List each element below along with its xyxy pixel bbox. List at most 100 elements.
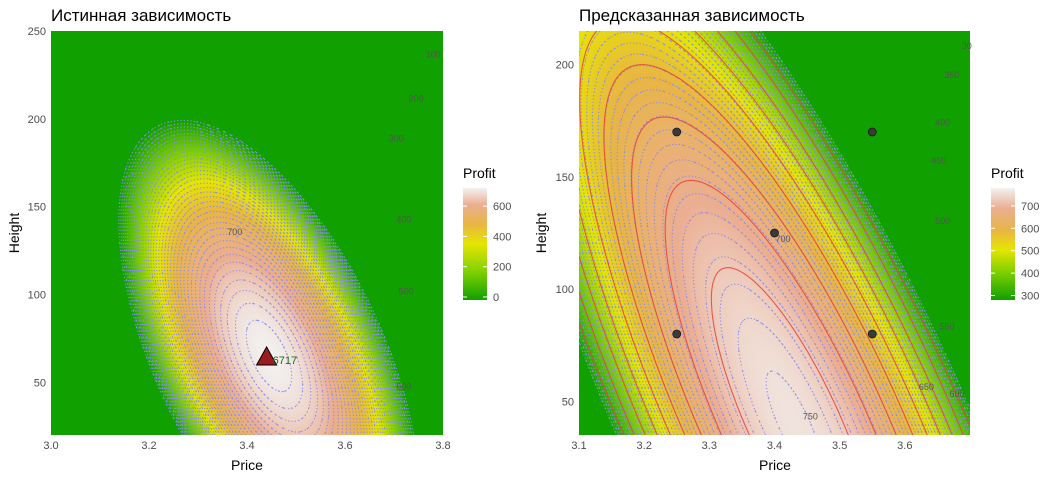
contour-line [183,221,355,435]
contour-line [597,53,917,435]
contour-line [579,31,952,435]
design-point [867,127,877,137]
contour-line [135,147,400,435]
contour-label: 300 [389,134,404,144]
contour-line [591,42,921,435]
contour-label: 350 [944,70,959,80]
contour-line [147,165,389,435]
y-axis-title-predicted: Height [533,213,549,254]
contour-line [579,31,934,435]
contour-line [245,319,293,393]
contour-line [155,178,382,435]
x-axis-title-predicted: Price [759,457,791,473]
contour-line [579,31,954,435]
y-tick-label: 50 [562,396,574,408]
x-axis-ticks-true: 3.0 3.2 3.4 3.6 3.8 [43,440,450,452]
design-point [672,329,682,339]
contour-label: 100 [426,49,441,59]
legend-colorbar-true [463,188,487,300]
contour-line [580,31,928,435]
x-tick-label: 3.4 [239,440,254,452]
contour-line [226,289,312,423]
contour-line [152,174,384,435]
contour-line [128,136,406,435]
y-tick-label: 250 [28,26,46,38]
legend-title-predicted: Profit [991,165,1024,181]
contour-line [122,126,411,435]
x-tick-label: 3.6 [897,440,912,452]
contour-label: 400 [935,117,950,127]
legend-ticks-true: 600 400 200 0 [463,201,511,304]
contour-line [579,31,970,435]
contour-labels-predicted: 30 350 400 450 500 550 600 650 700 750 [775,41,971,421]
y-tick-label: 50 [34,377,46,389]
contour-line [214,269,325,435]
contour-lines-true [118,119,415,435]
contour-line [719,283,844,435]
contour-line [133,143,402,435]
legend-tick-label: 0 [493,292,499,304]
y-axis-ticks-true: 50 100 150 200 250 [28,26,46,389]
contour-label: 500 [399,286,414,296]
contour-label: 700 [775,234,790,244]
legend-true: Profit 600 400 200 0 [463,165,511,304]
contour-line [579,31,943,435]
contour-line [145,161,391,435]
contour-line [118,119,415,435]
contour-line [579,31,962,435]
contour-line [194,239,344,435]
contour-label: 700 [227,227,242,237]
x-axis-title-true: Price [231,457,263,473]
panel-predicted-model: Предсказанная зависимость 30 350 400 450 500… [533,6,1039,473]
legend-colorbar-predicted [991,188,1015,300]
contour-line [199,246,339,435]
legend-title-true: Profit [463,165,496,181]
contour-line [765,370,816,435]
chart-title-true: Истинная зависимость [51,6,231,25]
contour-line [208,261,330,435]
x-tick-label: 3.1 [571,440,586,452]
contour-line [616,89,906,435]
legend-tick-label: 600 [1021,223,1039,235]
contour-label: 400 [396,214,411,224]
contour-line [579,31,960,435]
contour-line [692,232,860,435]
design-points [672,127,877,339]
contour-line [662,175,878,435]
y-tick-label: 150 [28,202,46,214]
contour-line [158,182,379,435]
contour-line [142,158,393,435]
contour-line [579,31,946,435]
contour-line [610,76,910,435]
legend-predicted: Profit 700 600 500 400 300 [991,165,1039,303]
contour-line [579,31,940,435]
contour-line [173,205,365,435]
legend-tick-label: 600 [493,201,511,213]
contour-line [579,31,970,435]
contour-line [653,159,884,435]
contour-line [126,133,408,435]
contour-labels-true: 100 200 300 400 500 600 700 [227,49,440,391]
design-point [867,329,877,339]
contour-lines-predicted [579,31,970,435]
y-tick-label: 100 [28,289,46,301]
contour-line [219,279,319,433]
contour-label: 550 [940,322,955,332]
optimum-annotation: 6717 [255,345,297,367]
contour-label: 450 [931,155,946,165]
heatmap-true [51,31,443,435]
contour-label: 650 [919,382,934,392]
contour-line [579,31,970,435]
contour-line [120,123,413,435]
contour-line [176,211,362,435]
contour-line-dashed [664,179,877,435]
contour-line [645,143,889,435]
legend-ticks-predicted: 700 600 500 400 300 [991,201,1039,303]
x-tick-label: 3.6 [337,440,352,452]
contour-label: 200 [409,93,424,103]
contour-line [140,154,396,435]
y-tick-label: 150 [556,172,574,184]
contour-line-dashed [710,267,849,435]
x-tick-label: 3.0 [43,440,58,452]
